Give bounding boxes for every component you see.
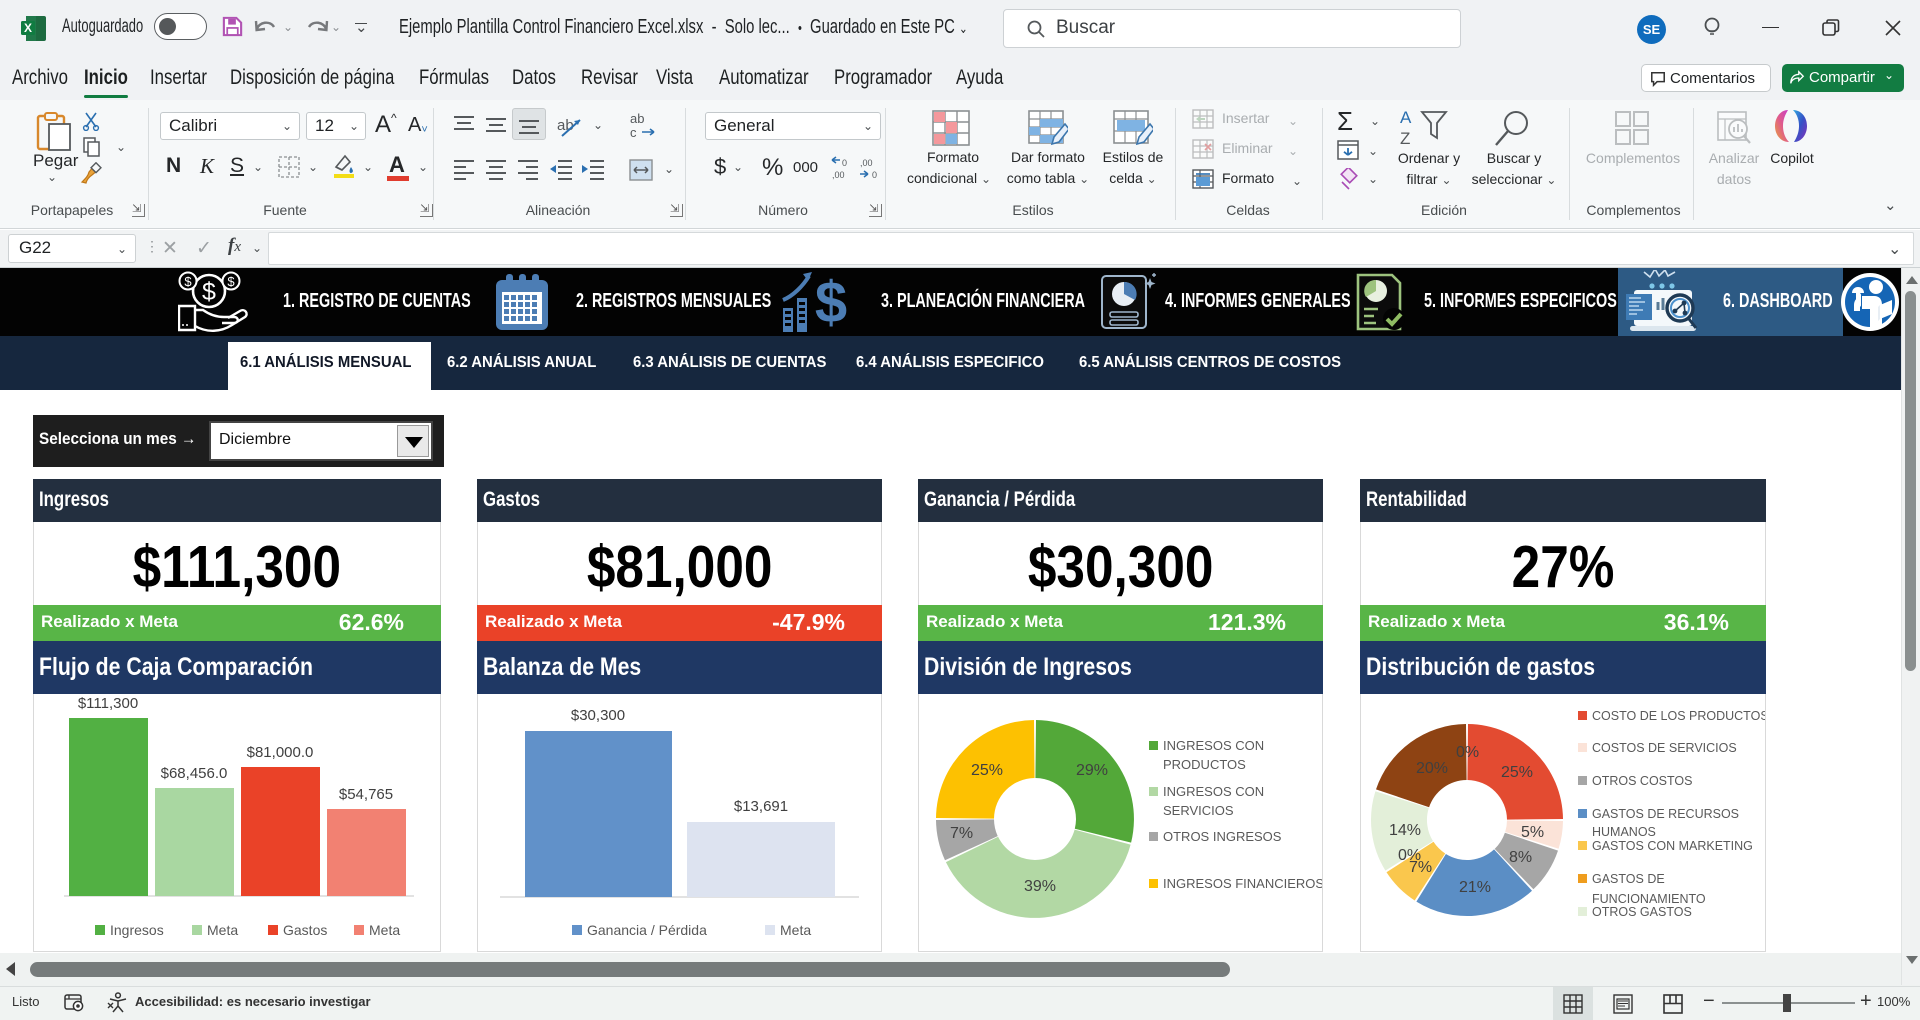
svg-text:$30,300: $30,300	[571, 707, 625, 724]
svg-text:COSTOS DE SERVICIOS: COSTOS DE SERVICIOS	[1592, 741, 1737, 755]
svg-text:PRODUCTOS: PRODUCTOS	[1163, 757, 1246, 772]
svg-text:Gastos: Gastos	[283, 922, 327, 938]
svg-text:GASTOS DE RECURSOS: GASTOS DE RECURSOS	[1592, 807, 1739, 821]
svg-text:$54,765: $54,765	[339, 786, 393, 803]
svg-text:8%: 8%	[1509, 849, 1532, 866]
svg-text:INGRESOS CON: INGRESOS CON	[1163, 784, 1264, 799]
svg-text:14%: 14%	[1389, 822, 1421, 839]
svg-text:25%: 25%	[1501, 764, 1533, 781]
svg-text:SERVICIOS: SERVICIOS	[1163, 803, 1234, 818]
svg-text:Ingresos: Ingresos	[110, 922, 164, 938]
svg-text:INGRESOS CON: INGRESOS CON	[1163, 738, 1264, 753]
svg-text:29%: 29%	[1076, 762, 1108, 779]
svg-text:5%: 5%	[1521, 824, 1544, 841]
svg-text:Meta: Meta	[207, 922, 238, 938]
svg-text:$: $	[227, 274, 235, 289]
svg-text:OTROS COSTOS: OTROS COSTOS	[1592, 774, 1692, 788]
svg-text:INGRESOS FINANCIEROS: INGRESOS FINANCIEROS	[1163, 876, 1322, 891]
svg-text:25%: 25%	[971, 762, 1003, 779]
svg-text:Meta: Meta	[780, 922, 811, 938]
svg-text:c: c	[630, 125, 637, 140]
svg-text:0: 0	[842, 158, 847, 168]
svg-text:0%: 0%	[1456, 744, 1479, 761]
svg-text:FUNCIONAMIENTO: FUNCIONAMIENTO	[1592, 892, 1706, 906]
svg-text:$: $	[815, 270, 847, 334]
svg-text:A: A	[1400, 108, 1412, 127]
svg-text:ab: ab	[557, 117, 574, 134]
svg-text:Ganancia / Pérdida: Ganancia / Pérdida	[587, 922, 707, 938]
svg-text:7%: 7%	[950, 825, 973, 842]
svg-text:,00: ,00	[832, 170, 845, 180]
svg-text:20%: 20%	[1416, 760, 1448, 777]
svg-text:GASTOS CON MARKETING: GASTOS CON MARKETING	[1592, 839, 1753, 853]
svg-text:$13,691: $13,691	[734, 798, 788, 815]
svg-text:OTROS GASTOS: OTROS GASTOS	[1592, 905, 1692, 919]
svg-text:ab: ab	[630, 111, 644, 126]
svg-text:$: $	[202, 278, 216, 306]
svg-text:$: $	[184, 274, 192, 289]
svg-text:$81,000.0: $81,000.0	[247, 744, 314, 761]
svg-text:$111,300: $111,300	[78, 695, 138, 712]
svg-text:COSTO DE LOS PRODUCTOS: COSTO DE LOS PRODUCTOS	[1592, 709, 1765, 723]
svg-text:GASTOS DE: GASTOS DE	[1592, 872, 1665, 886]
svg-text:7%: 7%	[1409, 859, 1432, 876]
svg-text:Meta: Meta	[369, 922, 400, 938]
svg-text:OTROS INGRESOS: OTROS INGRESOS	[1163, 829, 1282, 844]
svg-text:21%: 21%	[1459, 879, 1491, 896]
svg-text:39%: 39%	[1024, 878, 1056, 895]
svg-text:$68,456.0: $68,456.0	[161, 765, 228, 782]
svg-text:HUMANOS: HUMANOS	[1592, 825, 1656, 839]
svg-text:,00: ,00	[860, 158, 873, 168]
svg-text:0: 0	[872, 170, 877, 180]
svg-text:0%: 0%	[1398, 847, 1421, 864]
svg-text:X: X	[24, 21, 32, 35]
svg-text:Z: Z	[1400, 129, 1410, 148]
